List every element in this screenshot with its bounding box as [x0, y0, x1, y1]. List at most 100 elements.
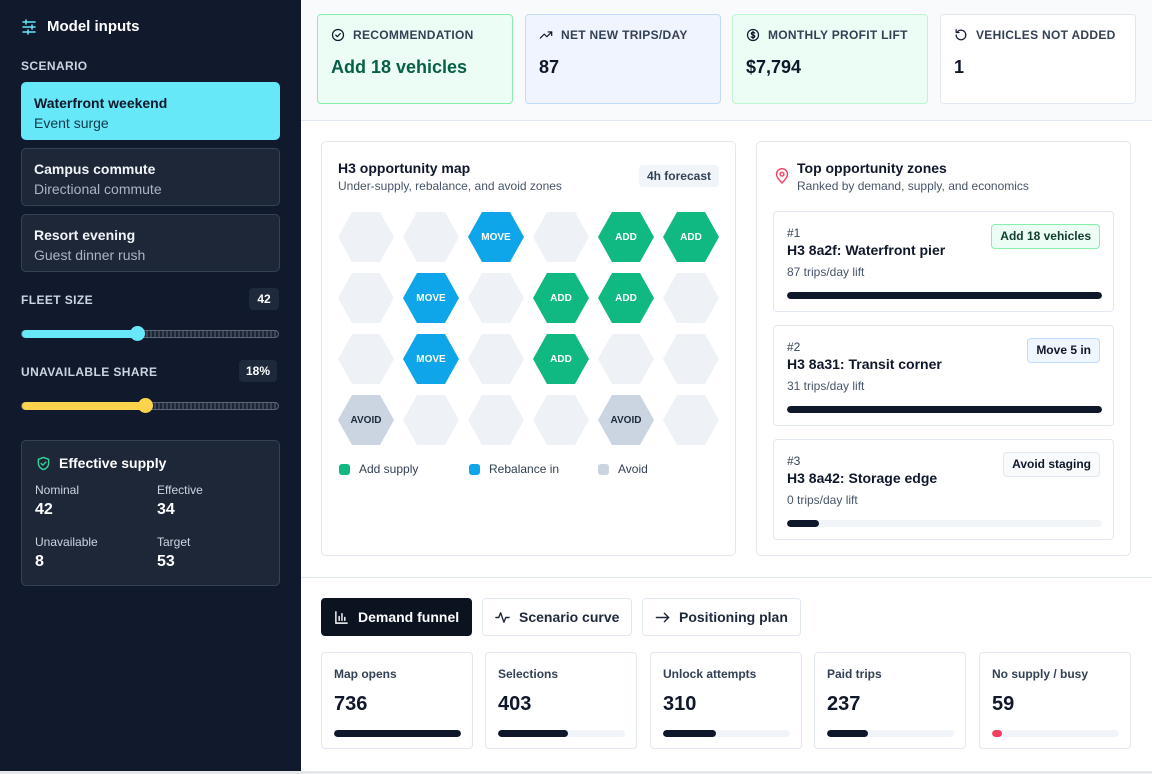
tab-label: Scenario curve [519, 609, 619, 625]
h3-opportunity-map-card: H3 opportunity map Under-supply, rebalan… [321, 141, 736, 556]
kpi-net-new-trips: NET NEW TRIPS/DAY 87 [525, 14, 721, 104]
hex-cell-empty[interactable] [468, 334, 524, 384]
hex-cell-empty[interactable] [338, 334, 394, 384]
bar-fill [992, 730, 1002, 737]
hex-cell-add[interactable]: ADD [533, 273, 589, 323]
hex-cell-add[interactable]: ADD [533, 334, 589, 384]
scenario-title: Campus commute [34, 159, 267, 179]
target-stat: Target 53 [157, 535, 190, 571]
hex-cell-add[interactable]: ADD [598, 273, 654, 323]
forecast-badge: 4h forecast [639, 165, 719, 187]
funnel-bar [498, 730, 625, 737]
hex-cell-move[interactable]: MOVE [468, 212, 524, 262]
bar-fill [787, 520, 819, 527]
zone-lift: 0 trips/day lift [787, 493, 858, 507]
tab-demand-funnel[interactable]: Demand funnel [321, 598, 472, 636]
main-content: RECOMMENDATION Add 18 vehicles NET NEW T… [301, 0, 1152, 771]
kpi-value: $7,794 [746, 57, 914, 78]
map-subtitle: Under-supply, rebalance, and avoid zones [338, 179, 562, 193]
zone-item[interactable]: #2 H3 8a31: Transit corner 31 trips/day … [773, 325, 1114, 426]
scenario-subtitle: Guest dinner rush [34, 245, 267, 265]
unavailable-share-slider[interactable] [21, 402, 279, 410]
hex-cell-add[interactable]: ADD [663, 212, 719, 262]
kpi-value: 87 [539, 57, 707, 78]
sidebar-title-text: Model inputs [47, 18, 140, 35]
funnel-label: Paid trips [827, 667, 882, 681]
zone-rank: #2 [787, 340, 800, 354]
stat-value: 42 [35, 501, 79, 519]
kpi-label: MONTHLY PROFIT LIFT [768, 28, 908, 42]
legend-add: Add supply [339, 462, 418, 476]
hex-cell-move[interactable]: MOVE [403, 334, 459, 384]
effective-stat: Effective 34 [157, 483, 203, 519]
hex-cell-move[interactable]: MOVE [403, 273, 459, 323]
bar-fill [498, 730, 568, 737]
scenario-subtitle: Event surge [34, 113, 267, 133]
kpi-label-row: MONTHLY PROFIT LIFT [746, 28, 914, 42]
bar-fill [787, 406, 1102, 413]
tab-label: Positioning plan [679, 609, 788, 625]
hex-cell-empty[interactable] [663, 334, 719, 384]
slider-handle[interactable] [130, 326, 145, 341]
rotate-ccw-icon [954, 28, 968, 42]
hex-cell-empty[interactable] [533, 395, 589, 445]
hex-cell-empty[interactable] [468, 395, 524, 445]
zone-action-badge: Move 5 in [1027, 338, 1100, 363]
tab-positioning-plan[interactable]: Positioning plan [642, 598, 801, 636]
hex-cell-empty[interactable] [338, 273, 394, 323]
slider-fill [22, 402, 145, 410]
stat-label: Target [157, 535, 190, 549]
hex-cell-empty[interactable] [403, 395, 459, 445]
legend-label: Avoid [618, 462, 648, 476]
bar-chart-icon [334, 610, 349, 625]
funnel-bar [992, 730, 1119, 737]
hex-cell-empty[interactable] [663, 395, 719, 445]
funnel-bar [334, 730, 461, 737]
hex-cell-avoid[interactable]: AVOID [598, 395, 654, 445]
stat-value: 34 [157, 501, 203, 519]
zone-action-badge: Avoid staging [1003, 452, 1100, 477]
funnel-label: Map opens [334, 667, 397, 681]
funnel-bar [663, 730, 790, 737]
zone-name: H3 8a31: Transit corner [787, 356, 942, 372]
hex-cell-empty[interactable] [663, 273, 719, 323]
effective-supply-title: Effective supply [59, 455, 166, 471]
check-circle-icon [331, 28, 345, 42]
hex-cell-empty[interactable] [598, 334, 654, 384]
legend-swatch-avoid [598, 464, 609, 475]
zone-score-bar [787, 406, 1102, 413]
hex-cell-empty[interactable] [338, 212, 394, 262]
zone-name: H3 8a2f: Waterfront pier [787, 242, 945, 258]
hex-cell-empty[interactable] [533, 212, 589, 262]
kpi-vehicles-not-added: VEHICLES NOT ADDED 1 [940, 14, 1136, 104]
arrow-right-icon [655, 610, 670, 625]
funnel-label: Selections [498, 667, 558, 681]
tab-scenario-curve[interactable]: Scenario curve [482, 598, 632, 636]
scenario-resort-evening[interactable]: Resort evening Guest dinner rush [21, 214, 280, 272]
sliders-icon [21, 19, 37, 35]
hex-cell-empty[interactable] [403, 212, 459, 262]
zones-title: Top opportunity zones [797, 160, 947, 176]
funnel-card-no-supply-busy: No supply / busy 59 [979, 652, 1131, 749]
top-opportunity-zones-card: Top opportunity zones Ranked by demand, … [756, 141, 1131, 556]
zone-item[interactable]: #3 H3 8a42: Storage edge 0 trips/day lif… [773, 439, 1114, 540]
slider-handle[interactable] [138, 398, 153, 413]
hex-cell-add[interactable]: ADD [598, 212, 654, 262]
stat-value: 8 [35, 553, 98, 571]
funnel-value: 237 [827, 693, 860, 716]
zone-score-bar [787, 520, 1102, 527]
kpi-monthly-profit-lift: MONTHLY PROFIT LIFT $7,794 [732, 14, 928, 104]
zone-lift: 31 trips/day lift [787, 379, 864, 393]
hex-cell-avoid[interactable]: AVOID [338, 395, 394, 445]
legend-label: Rebalance in [489, 462, 559, 476]
zone-rank: #1 [787, 226, 800, 240]
scenario-campus-commute[interactable]: Campus commute Directional commute [21, 148, 280, 206]
scenario-waterfront-weekend[interactable]: Waterfront weekend Event surge [21, 82, 280, 140]
legend-avoid: Avoid [598, 462, 648, 476]
zone-item[interactable]: #1 H3 8a2f: Waterfront pier 87 trips/day… [773, 211, 1114, 312]
funnel-card-selections: Selections 403 [485, 652, 637, 749]
fleet-size-label: FLEET SIZE [21, 293, 93, 307]
fleet-size-slider[interactable] [21, 330, 279, 338]
hex-cell-empty[interactable] [468, 273, 524, 323]
kpi-label-row: RECOMMENDATION [331, 28, 499, 42]
